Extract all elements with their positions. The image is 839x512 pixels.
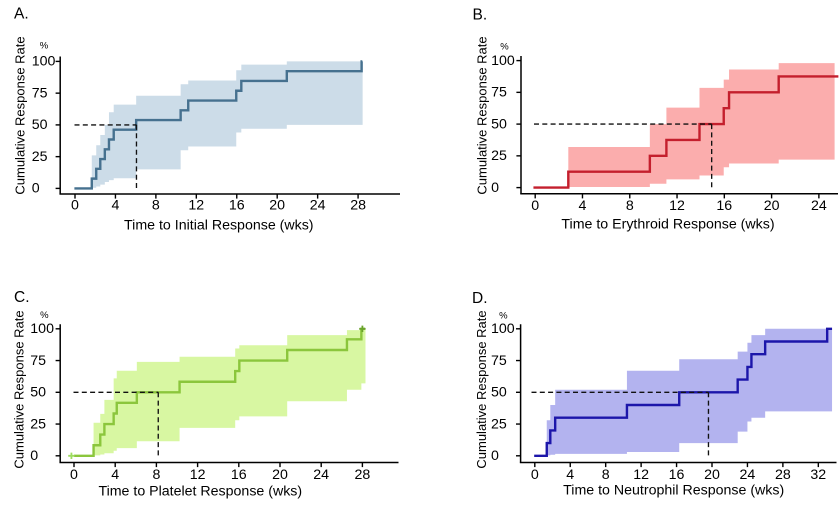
svg-text:75: 75 <box>491 85 507 101</box>
svg-text:%: % <box>499 311 508 322</box>
svg-text:50: 50 <box>491 116 507 132</box>
svg-text:Cumulative Response Rate: Cumulative Response Rate <box>13 36 28 194</box>
svg-text:0: 0 <box>491 448 499 464</box>
svg-text:Time to Platelet Response (wks: Time to Platelet Response (wks) <box>98 483 302 499</box>
svg-text:24: 24 <box>811 198 827 214</box>
svg-text:Cumulative Response Rate: Cumulative Response Rate <box>475 36 490 194</box>
svg-text:4: 4 <box>111 197 119 213</box>
svg-text:0: 0 <box>491 180 499 196</box>
svg-text:16: 16 <box>231 467 247 483</box>
svg-text:75: 75 <box>491 353 507 369</box>
svg-text:8: 8 <box>152 197 160 213</box>
svg-text:B.: B. <box>473 7 488 24</box>
svg-text:25: 25 <box>30 416 46 432</box>
svg-text:%: % <box>40 40 49 51</box>
svg-text:0: 0 <box>531 198 539 214</box>
svg-text:Cumulative Response Rate: Cumulative Response Rate <box>474 310 489 468</box>
svg-text:75: 75 <box>32 85 48 101</box>
svg-text:28: 28 <box>775 467 791 483</box>
svg-text:Time to Neutrophil Response (w: Time to Neutrophil Response (wks) <box>563 482 784 498</box>
svg-text:Time to Initial Response (wks): Time to Initial Response (wks) <box>124 217 314 233</box>
svg-text:50: 50 <box>32 117 48 133</box>
svg-text:12: 12 <box>190 467 206 483</box>
svg-text:12: 12 <box>188 197 204 213</box>
svg-text:24: 24 <box>310 197 326 213</box>
svg-text:4: 4 <box>111 467 119 483</box>
svg-text:16: 16 <box>669 467 685 483</box>
svg-text:32: 32 <box>810 467 826 483</box>
svg-text:100: 100 <box>491 321 515 337</box>
svg-text:0: 0 <box>531 467 539 483</box>
svg-text:50: 50 <box>30 385 46 401</box>
svg-text:20: 20 <box>764 198 780 214</box>
svg-text:24: 24 <box>740 467 756 483</box>
svg-text:25: 25 <box>491 416 507 432</box>
svg-text:100: 100 <box>30 321 54 337</box>
svg-text:16: 16 <box>716 198 732 214</box>
svg-text:28: 28 <box>355 467 371 483</box>
svg-text:Cumulative Response Rate: Cumulative Response Rate <box>12 310 27 468</box>
svg-text:24: 24 <box>313 467 329 483</box>
svg-text:4: 4 <box>579 198 587 214</box>
svg-text:16: 16 <box>229 197 245 213</box>
svg-text:0: 0 <box>32 181 40 197</box>
svg-text:100: 100 <box>32 54 56 70</box>
svg-text:4: 4 <box>566 467 574 483</box>
svg-text:Time to Erythroid Response (wk: Time to Erythroid Response (wks) <box>561 216 774 232</box>
svg-text:A.: A. <box>14 6 29 23</box>
svg-text:%: % <box>40 310 49 321</box>
svg-text:8: 8 <box>152 467 160 483</box>
svg-text:0: 0 <box>70 467 78 483</box>
svg-text:8: 8 <box>602 467 610 483</box>
svg-text:20: 20 <box>269 197 285 213</box>
svg-text:50: 50 <box>491 385 507 401</box>
svg-text:20: 20 <box>272 467 288 483</box>
svg-text:20: 20 <box>704 467 720 483</box>
svg-text:75: 75 <box>30 353 46 369</box>
svg-text:8: 8 <box>626 198 634 214</box>
svg-text:C.: C. <box>14 289 30 306</box>
svg-text:25: 25 <box>32 149 48 165</box>
svg-text:100: 100 <box>491 53 515 69</box>
svg-text:28: 28 <box>350 197 366 213</box>
svg-text:12: 12 <box>669 198 685 214</box>
svg-text:0: 0 <box>30 448 38 464</box>
svg-text:%: % <box>500 41 509 52</box>
svg-text:0: 0 <box>71 197 79 213</box>
svg-text:D.: D. <box>472 290 488 307</box>
svg-text:12: 12 <box>633 467 649 483</box>
svg-text:25: 25 <box>491 148 507 164</box>
